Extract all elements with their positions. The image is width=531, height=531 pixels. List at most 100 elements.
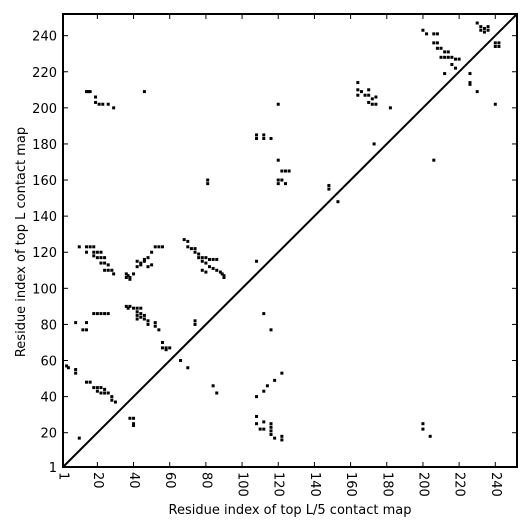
contact-point: [270, 426, 273, 429]
contact-point: [215, 269, 218, 272]
y-tick-label: 1: [49, 461, 57, 476]
contact-point: [107, 103, 110, 106]
contact-point: [425, 32, 428, 35]
contact-point: [374, 96, 377, 99]
contact-point: [197, 256, 200, 259]
contact-point: [280, 179, 283, 182]
x-tick-label: 180: [379, 472, 394, 497]
contact-point: [157, 328, 160, 331]
contact-point: [443, 50, 446, 53]
contact-point: [389, 106, 392, 109]
contact-point: [367, 101, 370, 104]
y-tick-label: 220: [32, 66, 57, 81]
contact-point: [107, 392, 110, 395]
contact-point: [110, 269, 113, 272]
contact-point: [222, 276, 225, 279]
contact-point: [81, 328, 84, 331]
contact-point: [99, 262, 102, 265]
contact-point: [150, 263, 153, 266]
contact-point: [92, 312, 95, 315]
contact-point: [483, 31, 486, 34]
contact-point: [128, 417, 131, 420]
contact-point: [487, 29, 490, 32]
contact-point: [103, 312, 106, 315]
contact-point: [96, 251, 99, 254]
x-tick-label: 40: [126, 472, 141, 489]
contact-point: [212, 267, 215, 270]
contact-point: [201, 269, 204, 272]
contact-point: [270, 137, 273, 140]
y-tick-label: 40: [40, 391, 57, 406]
y-tick-label: 60: [40, 355, 57, 370]
contact-point: [454, 58, 457, 61]
y-axis-ticks: 120406080100120140160180200220240: [32, 30, 517, 476]
contact-point: [74, 321, 77, 324]
contact-point: [194, 319, 197, 322]
contact-point: [154, 245, 157, 248]
contact-point: [161, 341, 164, 344]
contact-point: [476, 22, 479, 25]
contact-point: [92, 251, 95, 254]
contact-point: [101, 103, 104, 106]
x-tick-label: 60: [162, 472, 177, 489]
diagonal-line: [63, 14, 517, 467]
contact-point: [136, 314, 139, 317]
contact-point: [99, 312, 102, 315]
x-tick-label: 20: [90, 472, 105, 489]
contact-point: [110, 399, 113, 402]
contact-point: [132, 307, 135, 310]
contact-point: [157, 245, 160, 248]
x-axis-label: Residue index of top L/5 contact map: [169, 503, 412, 518]
contact-point: [450, 56, 453, 59]
contact-point: [497, 45, 500, 48]
contact-point: [262, 420, 265, 423]
contact-point: [96, 390, 99, 393]
contact-point: [494, 41, 497, 44]
contact-point: [277, 103, 280, 106]
contact-point: [284, 170, 287, 173]
contact-point: [255, 395, 258, 398]
contact-point: [371, 103, 374, 106]
contact-point: [161, 346, 164, 349]
contact-point: [136, 260, 139, 263]
contact-point: [364, 94, 367, 97]
contact-point: [255, 422, 258, 425]
contact-point: [336, 200, 339, 203]
contact-point: [143, 90, 146, 93]
contact-point: [270, 429, 273, 432]
contact-point: [94, 101, 97, 104]
contact-point: [98, 103, 101, 106]
contact-point: [147, 256, 150, 259]
contact-point: [204, 271, 207, 274]
contact-point: [143, 314, 146, 317]
contact-point: [280, 438, 283, 441]
contact-point: [183, 238, 186, 241]
contact-point: [92, 245, 95, 248]
contact-point: [447, 50, 450, 53]
x-tick-label: 160: [343, 472, 358, 497]
contact-point: [436, 32, 439, 35]
contact-point: [479, 25, 482, 28]
contact-point: [96, 312, 99, 315]
x-tick-label: 220: [452, 472, 467, 497]
contact-point: [96, 256, 99, 259]
contact-point: [356, 88, 359, 91]
contact-point: [356, 81, 359, 84]
contact-point: [186, 240, 189, 243]
contact-point: [85, 251, 88, 254]
x-tick-label: 200: [415, 472, 430, 497]
contact-point: [327, 184, 330, 187]
contact-point: [112, 272, 115, 275]
contact-point: [132, 417, 135, 420]
contact-point: [147, 319, 150, 322]
contact-point: [67, 366, 70, 369]
contact-point: [74, 368, 77, 371]
contact-point: [125, 276, 128, 279]
contact-point: [436, 41, 439, 44]
contact-point: [288, 170, 291, 173]
contact-point: [99, 392, 102, 395]
contact-point: [132, 272, 135, 275]
y-axis-label: Residue index of top L contact map: [14, 127, 29, 357]
contact-point: [432, 32, 435, 35]
